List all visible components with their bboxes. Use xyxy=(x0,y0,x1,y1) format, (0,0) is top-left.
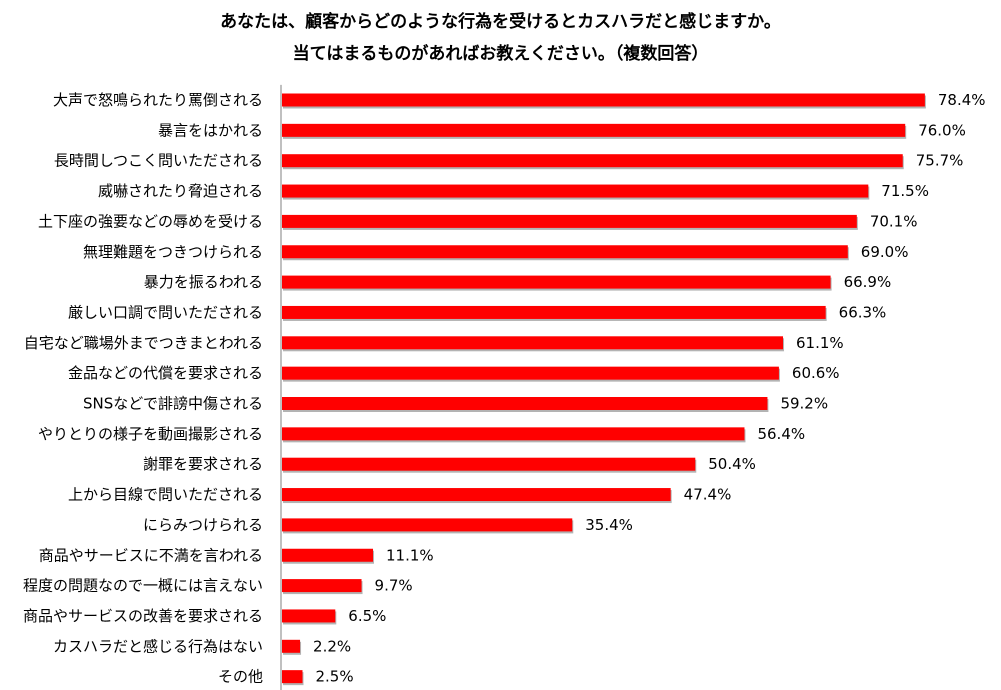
value-label: 11.1% xyxy=(386,546,434,564)
value-label: 61.1% xyxy=(796,334,844,352)
value-label: 71.5% xyxy=(881,182,929,200)
category-label: 金品などの代償を要求される xyxy=(68,364,263,382)
category-label: やりとりの様子を動画撮影される xyxy=(38,425,263,443)
bar xyxy=(282,184,869,198)
bar xyxy=(282,609,336,623)
value-label: 75.7% xyxy=(916,152,964,170)
bar xyxy=(282,245,848,259)
value-label: 2.5% xyxy=(316,668,354,686)
category-label: 暴言をはかれる xyxy=(158,121,263,139)
category-label: 威嚇されたり脅迫される xyxy=(98,182,263,200)
bar xyxy=(282,154,903,168)
bar xyxy=(282,214,857,228)
bar xyxy=(282,548,374,562)
value-label: 69.0% xyxy=(861,243,909,261)
value-label: 78.4% xyxy=(938,91,986,109)
category-label: 商品やサービスの改善を要求される xyxy=(23,607,263,625)
value-label: 6.5% xyxy=(348,607,386,625)
value-label: 59.2% xyxy=(780,395,828,413)
category-label: SNSなどで誹謗中傷される xyxy=(83,395,263,413)
category-label: 謝罪を要求される xyxy=(143,455,263,473)
value-label: 2.2% xyxy=(313,637,351,655)
bar xyxy=(282,336,784,350)
bar xyxy=(282,305,826,319)
category-label: 厳しい口調で問いただされる xyxy=(68,303,263,321)
bar xyxy=(282,457,696,471)
bar xyxy=(282,670,303,684)
category-label: 商品やサービスに不満を言われる xyxy=(39,546,263,564)
bar xyxy=(282,579,362,593)
bar xyxy=(282,93,925,107)
bar xyxy=(282,397,768,410)
bar xyxy=(282,518,573,532)
chart-title-line-2: 当てはまるものがあればお教えください。（複数回答） xyxy=(292,44,709,64)
category-label: 土下座の強要などの辱めを受ける xyxy=(38,212,263,230)
value-label: 70.1% xyxy=(870,212,918,230)
category-label: 長時間しつこく問いただされる xyxy=(54,152,263,170)
value-label: 50.4% xyxy=(708,455,756,473)
value-label: 9.7% xyxy=(375,577,413,595)
category-label: 無理難題をつきつけられる xyxy=(83,243,263,261)
category-label: 大声で怒鳴られたり罵倒される xyxy=(53,91,263,109)
category-label: 暴力を振るわれる xyxy=(144,273,263,291)
value-label: 66.9% xyxy=(844,273,892,291)
bar xyxy=(282,488,671,502)
bar xyxy=(282,123,906,137)
category-label: にらみつけられる xyxy=(143,516,263,534)
value-label: 35.4% xyxy=(585,516,633,534)
value-label: 47.4% xyxy=(684,486,732,504)
value-label: 56.4% xyxy=(757,425,805,443)
category-label: カスハラだと感じる行為はない xyxy=(53,637,263,655)
value-label: 60.6% xyxy=(792,364,840,382)
bar xyxy=(282,639,301,653)
category-label: 程度の問題なので一概には言えない xyxy=(23,577,263,595)
category-label: 上から目線で問いただされる xyxy=(68,486,263,504)
category-label: 自宅など職場外までつきまとわれる xyxy=(24,334,263,352)
value-label: 66.3% xyxy=(839,303,887,321)
chart-title-line-1: あなたは、顧客からどのような行為を受けるとカスハラだと感じますか。 xyxy=(220,12,781,32)
bar xyxy=(282,366,779,380)
bar xyxy=(282,427,745,441)
category-label: その他 xyxy=(218,668,263,686)
value-label: 76.0% xyxy=(918,121,966,139)
bar xyxy=(282,275,831,289)
